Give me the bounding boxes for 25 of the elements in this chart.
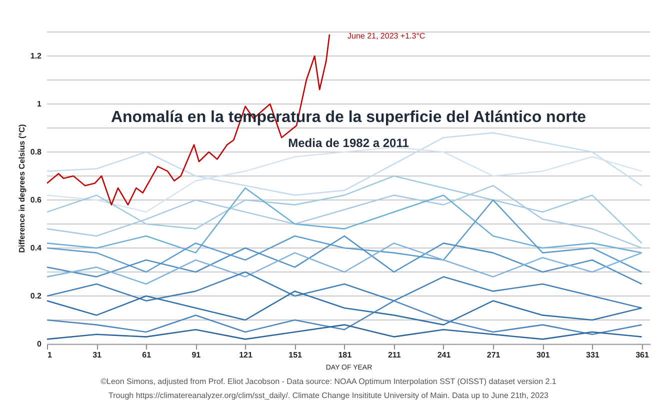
x-tick-label: 1 [48,350,52,360]
y-tick-label: 1 [37,100,42,108]
x-tick-label: 31 [92,350,102,360]
text: Trough https://climatereanalyzer.org/clim/sst_daily/. Climate Change Insititute University of Main. Data up to June 21th, 2023 [108,391,550,400]
x-tick-label: 91 [192,350,202,360]
y-tick-label: 0.4 [30,244,42,252]
y-tick-label: 0.6 [30,196,42,204]
y-tick-label: 0 [37,340,42,348]
y-tick-label: 0.2 [30,292,42,300]
x-tick-label: 271 [486,350,501,360]
x-tick-label: 181 [338,350,352,360]
annotation: June 21, 2023 +1.3°C [348,31,426,40]
x-tick-label: 301 [536,350,550,360]
x-tick-label: 331 [586,350,600,360]
y-tick-label: 0.8 [30,148,42,156]
text: Media de 1982 a 2011 [288,136,410,150]
x-tick-label: 211 [388,350,402,360]
x-tick-label: 61 [142,350,152,360]
x-tick-label: 151 [288,350,303,360]
text: ©Leon Simons, adjusted from Prof. Eliot Jacobson - Data source: NOAA Optimum Interpolation SST (OISST) dataset version 2.1 [100,377,557,386]
x-tick-label: 361 [636,350,650,360]
x-tick-label: 121 [239,350,253,360]
y-axis-title: Difference in degrees Celsius (°C) [17,124,26,253]
y-tick-label: 1.2 [30,52,42,60]
x-tick-label: 241 [437,350,452,360]
